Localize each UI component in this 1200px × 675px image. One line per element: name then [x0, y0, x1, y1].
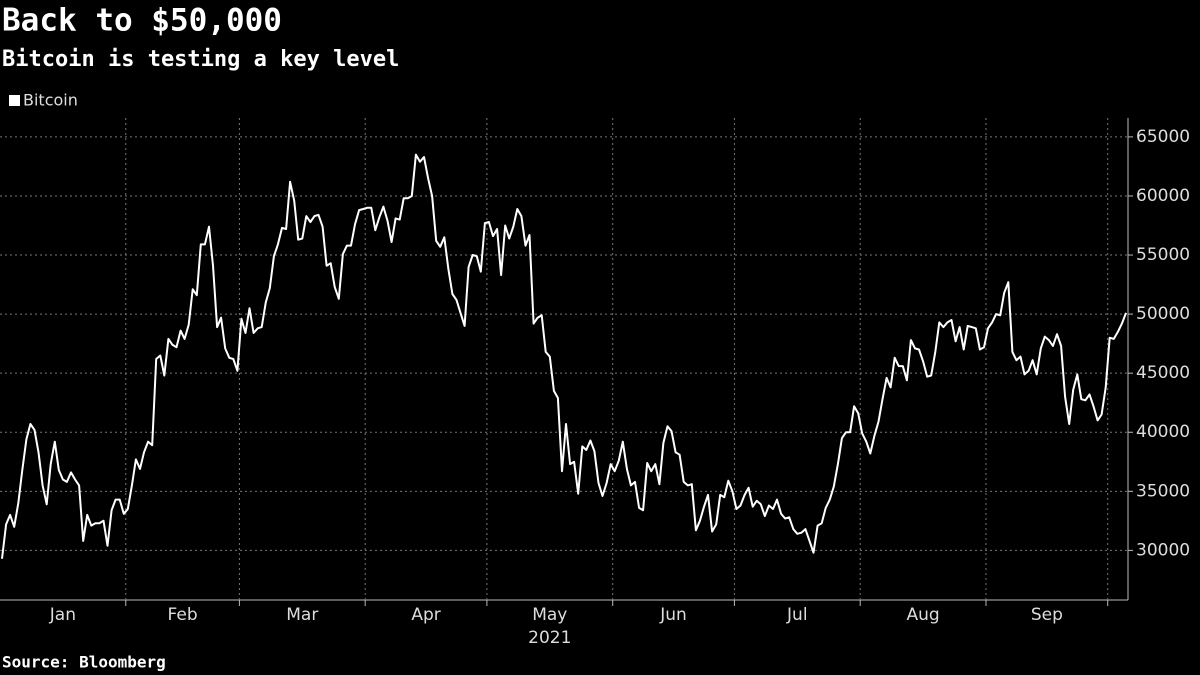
- chart-title: Back to $50,000: [2, 3, 282, 39]
- y-tick-label: 40000: [1136, 422, 1190, 442]
- x-tick-label: Jul: [786, 605, 808, 625]
- y-tick-label: 30000: [1136, 540, 1190, 560]
- x-tick-label: Mar: [286, 605, 318, 625]
- y-tick-label: 35000: [1136, 481, 1190, 501]
- x-tick-label: Sep: [1031, 605, 1063, 625]
- legend-label: Bitcoin: [23, 91, 78, 110]
- x-tick-label: Apr: [411, 605, 440, 625]
- source: Source: Bloomberg: [2, 653, 166, 672]
- price-line: [1, 153, 1127, 559]
- x-tick-label: Jan: [49, 605, 76, 625]
- x-tick-label: Aug: [906, 605, 939, 625]
- y-tick-label: 65000: [1136, 127, 1190, 147]
- x-tick-label: Jun: [659, 605, 687, 625]
- year-label: 2021: [528, 628, 571, 648]
- legend-swatch: [9, 95, 20, 106]
- y-tick-label: 45000: [1136, 363, 1190, 383]
- chart-subtitle: Bitcoin is testing a key level: [2, 47, 399, 72]
- x-tick-label: May: [532, 605, 567, 625]
- x-tick-label: Feb: [168, 605, 198, 625]
- y-tick-label: 55000: [1136, 245, 1190, 265]
- y-tick-label: 50000: [1136, 304, 1190, 324]
- y-tick-label: 60000: [1136, 186, 1190, 206]
